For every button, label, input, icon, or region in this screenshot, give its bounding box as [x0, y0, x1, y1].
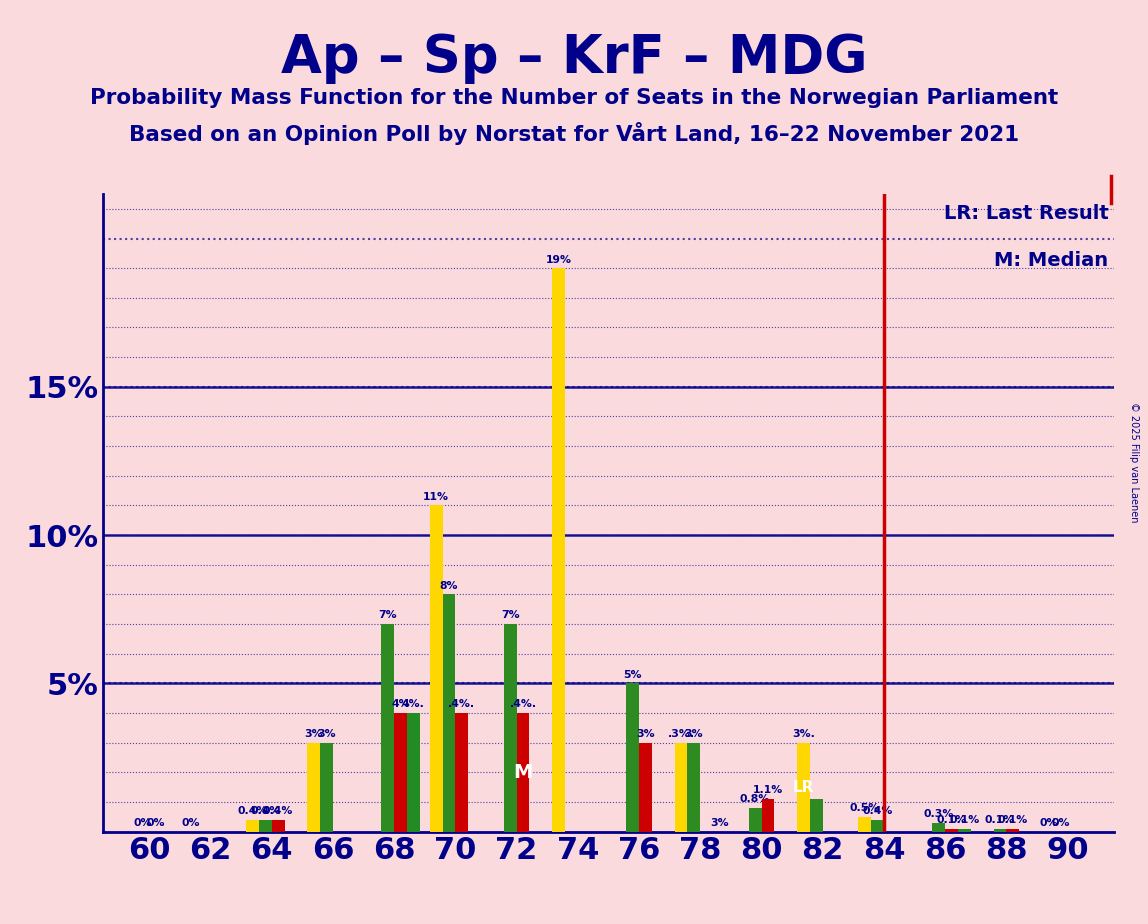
Bar [442, 594, 456, 832]
Text: 0.1%: 0.1% [998, 815, 1027, 825]
Text: 7%: 7% [379, 611, 397, 620]
Bar [1007, 829, 1019, 832]
Bar [859, 817, 871, 832]
Text: 19%: 19% [545, 255, 572, 264]
Bar [456, 713, 468, 832]
Text: 0%: 0% [147, 818, 165, 828]
Bar [993, 829, 1007, 832]
Text: 0%: 0% [133, 818, 152, 828]
Text: 0.1%: 0.1% [949, 815, 979, 825]
Bar [959, 829, 971, 832]
Text: .3%.: .3%. [667, 729, 695, 739]
Text: 0.4%: 0.4% [250, 806, 280, 816]
Bar [272, 820, 285, 832]
Bar [381, 624, 394, 832]
Bar [639, 743, 652, 832]
Text: 0.4%: 0.4% [238, 806, 267, 816]
Text: Based on an Opinion Poll by Norstat for Vårt Land, 16–22 November 2021: Based on an Opinion Poll by Norstat for … [129, 122, 1019, 145]
Text: M: M [513, 763, 533, 782]
Bar [626, 684, 639, 832]
Text: © 2025 Filip van Laenen: © 2025 Filip van Laenen [1130, 402, 1139, 522]
Bar [517, 713, 529, 832]
Bar [429, 505, 442, 832]
Text: 3%: 3% [304, 729, 323, 739]
Bar [394, 713, 408, 832]
Text: LR: Last Result: LR: Last Result [944, 203, 1109, 223]
Text: M: Median: M: Median [994, 251, 1109, 271]
Text: 3%: 3% [317, 729, 336, 739]
Bar [258, 820, 272, 832]
Text: Ap – Sp – KrF – MDG: Ap – Sp – KrF – MDG [281, 32, 867, 84]
Bar [408, 713, 420, 832]
Text: 4%.: 4%. [402, 699, 425, 710]
Text: 0.4%: 0.4% [862, 806, 893, 816]
Bar [809, 799, 823, 832]
Text: 5%: 5% [623, 670, 642, 680]
Bar [761, 799, 775, 832]
Text: 1.1%: 1.1% [753, 785, 783, 796]
Text: 3%: 3% [636, 729, 654, 739]
Text: 0.3%: 0.3% [924, 809, 954, 820]
Bar [932, 822, 945, 832]
Text: 8%: 8% [440, 581, 458, 590]
Text: 0.4%: 0.4% [263, 806, 293, 816]
Text: 0.1%: 0.1% [937, 815, 967, 825]
Bar [552, 268, 565, 832]
Text: 0.1%: 0.1% [985, 815, 1015, 825]
Text: 4%: 4% [391, 699, 410, 710]
Text: 11%: 11% [424, 492, 449, 502]
Text: 3%: 3% [684, 729, 704, 739]
Bar [320, 743, 333, 832]
Bar [308, 743, 320, 832]
Bar [246, 820, 258, 832]
Text: 7%: 7% [501, 611, 520, 620]
Text: 0%: 0% [1039, 818, 1057, 828]
Text: LR: LR [793, 780, 814, 795]
Text: 0.5%: 0.5% [850, 803, 879, 813]
Bar [688, 743, 700, 832]
Bar [748, 808, 761, 832]
Text: 0%: 0% [181, 818, 201, 828]
Text: 0.8%: 0.8% [740, 795, 770, 804]
Text: .4%.: .4%. [448, 699, 475, 710]
Bar [504, 624, 517, 832]
Text: 0%: 0% [1052, 818, 1070, 828]
Bar [797, 743, 809, 832]
Text: Probability Mass Function for the Number of Seats in the Norwegian Parliament: Probability Mass Function for the Number… [90, 88, 1058, 108]
Bar [871, 820, 884, 832]
Text: 3%.: 3%. [792, 729, 815, 739]
Text: 3%: 3% [711, 818, 729, 828]
Bar [675, 743, 688, 832]
Text: .4%.: .4%. [510, 699, 536, 710]
Bar [945, 829, 959, 832]
